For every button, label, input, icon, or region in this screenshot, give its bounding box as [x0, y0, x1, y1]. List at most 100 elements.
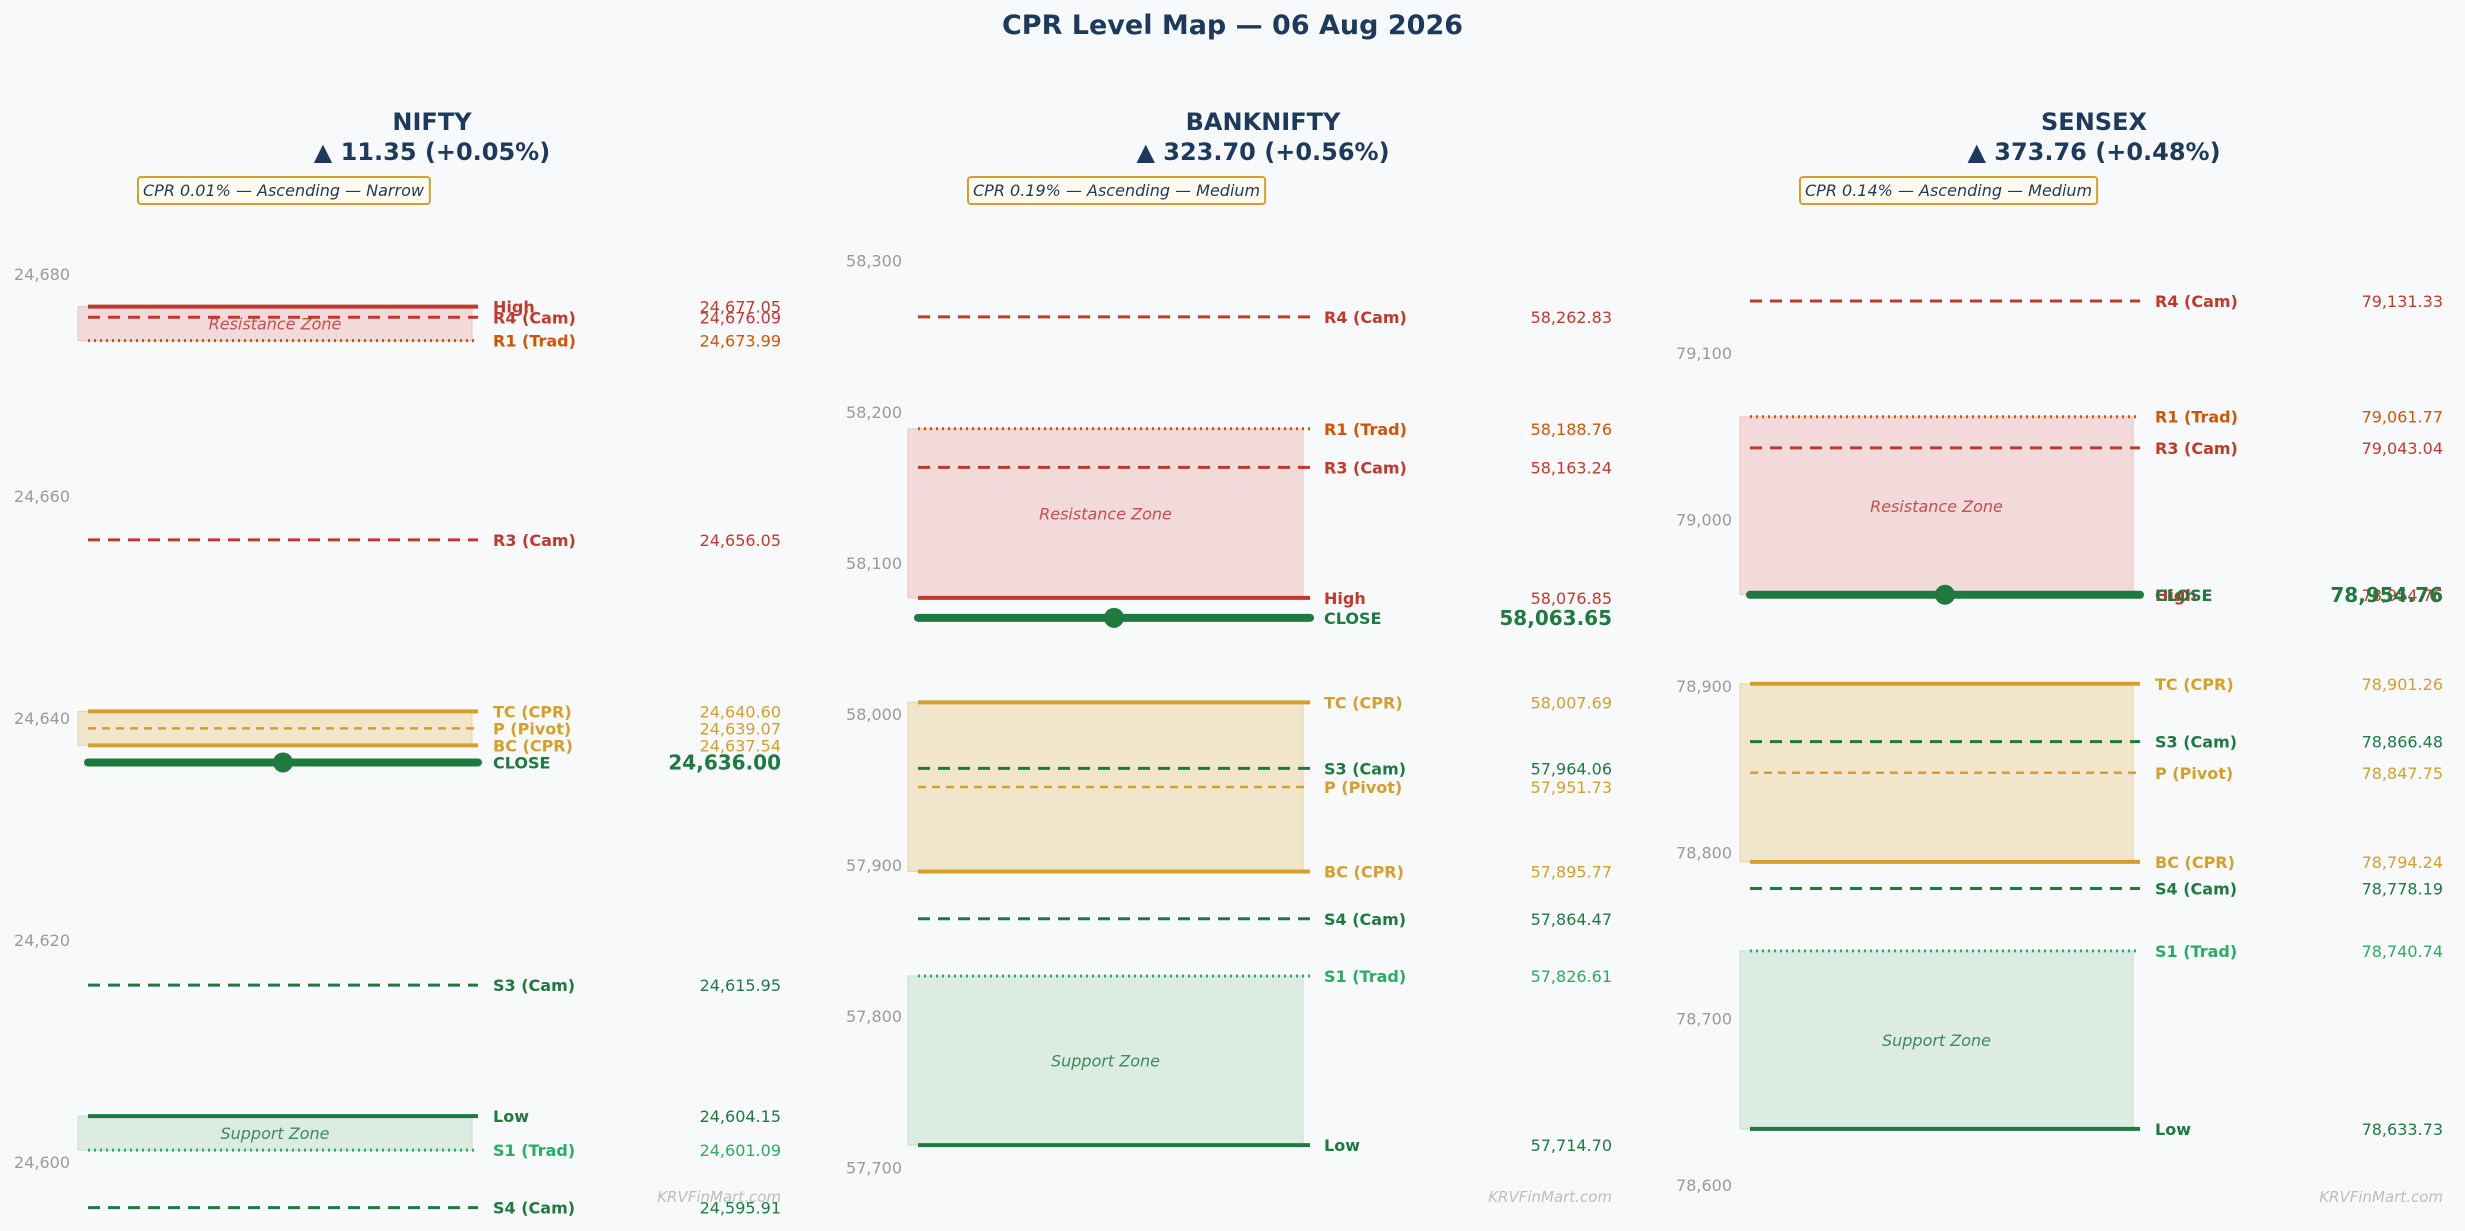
level-label-r4-cam: R4 (Cam) — [2155, 292, 2238, 311]
level-value-r1-trad: 58,188.76 — [1531, 420, 1612, 439]
y-tick-label: 79,000 — [1676, 511, 1732, 530]
panel-banknifty: BANKNIFTY▲ 323.70 (+0.56%) CPR 0.19% — As… — [846, 108, 1612, 1206]
watermark: KRVFinMart.com — [657, 1188, 781, 1206]
level-value-r4-cam: 24,676.09 — [700, 308, 781, 327]
level-value-s4-cam: 78,778.19 — [2362, 880, 2443, 899]
level-label-r3-cam: R3 (Cam) — [1324, 458, 1407, 477]
level-value-low: 78,633.73 — [2362, 1120, 2443, 1139]
level-label-high: High — [2155, 586, 2197, 605]
level-label-low: Low — [2155, 1120, 2191, 1139]
level-label-close: CLOSE — [493, 753, 550, 772]
zone-support — [1739, 950, 2134, 1130]
level-value-close: 78,954.76 — [2330, 583, 2443, 607]
panel-sensex: SENSEX▲ 373.76 (+0.48%) CPR 0.14% — Ascen… — [1676, 108, 2443, 1206]
level-value-bc-cpr: 78,794.24 — [2362, 853, 2443, 872]
y-tick-label: 78,700 — [1676, 1010, 1732, 1029]
level-value-high: 78,954.76 — [2362, 586, 2443, 605]
level-value-close: 24,636.00 — [668, 750, 781, 774]
zone-label: Resistance Zone — [1039, 504, 1172, 523]
zone-label: Support Zone — [1882, 1031, 1991, 1050]
level-label-low: Low — [1324, 1136, 1360, 1155]
level-value-tc-cpr: 78,901.26 — [2362, 675, 2443, 694]
panel-title: SENSEX — [2041, 108, 2147, 136]
y-tick-label: 79,100 — [1676, 344, 1732, 363]
y-tick-label: 24,680 — [14, 265, 70, 284]
level-label-s4-cam: S4 (Cam) — [2155, 880, 2237, 899]
panel-change: ▲ 323.70 (+0.56%) — [1136, 138, 1389, 166]
cpr-badge-box — [1799, 176, 2099, 205]
level-value-bc-cpr: 57,895.77 — [1531, 863, 1612, 882]
page-title: CPR Level Map — 06 Aug 2026 — [1001, 10, 1464, 41]
level-label-s1-trad: S1 (Trad) — [493, 1141, 575, 1160]
y-tick-label: 58,300 — [846, 252, 902, 271]
level-value-p-pivot: 57,951.73 — [1531, 778, 1612, 797]
panel-change: ▲ 373.76 (+0.48%) — [1967, 138, 2220, 166]
level-label-s3-cam: S3 (Cam) — [1324, 759, 1406, 778]
level-label-s1-trad: S1 (Trad) — [1324, 967, 1406, 986]
level-value-high: 24,677.05 — [700, 298, 781, 317]
level-value-high: 58,076.85 — [1531, 589, 1612, 608]
level-value-r3-cam: 58,163.24 — [1531, 458, 1612, 477]
level-value-close: 58,063.65 — [1499, 606, 1612, 630]
panel-change: ▲ 11.35 (+0.05%) — [314, 138, 550, 166]
level-value-p-pivot: 24,639.07 — [700, 719, 781, 738]
close-marker — [1104, 607, 1124, 628]
level-label-r4-cam: R4 (Cam) — [1324, 308, 1407, 327]
level-value-r3-cam: 24,656.05 — [700, 531, 781, 550]
level-label-high: High — [493, 298, 535, 317]
level-label-bc-cpr: BC (CPR) — [1324, 863, 1404, 882]
level-value-s1-trad: 57,826.61 — [1531, 967, 1612, 986]
level-label-s3-cam: S3 (Cam) — [493, 976, 575, 995]
panel-title: BANKNIFTY — [1186, 108, 1341, 136]
level-label-r4-cam: R4 (Cam) — [493, 308, 576, 327]
zone-label: Resistance Zone — [209, 315, 342, 334]
y-tick-label: 57,800 — [846, 1007, 902, 1026]
y-tick-label: 24,600 — [14, 1153, 70, 1172]
level-value-s3-cam: 57,964.06 — [1531, 759, 1612, 778]
level-value-s1-trad: 78,740.74 — [2362, 942, 2443, 961]
y-tick-label: 24,620 — [14, 931, 70, 950]
level-value-tc-cpr: 58,007.69 — [1531, 693, 1612, 712]
level-label-bc-cpr: BC (CPR) — [493, 736, 573, 755]
level-label-r3-cam: R3 (Cam) — [2155, 439, 2238, 458]
zone-label: Support Zone — [1051, 1052, 1160, 1071]
level-label-p-pivot: P (Pivot) — [493, 719, 571, 738]
watermark: KRVFinMart.com — [1488, 1188, 1612, 1206]
level-label-tc-cpr: TC (CPR) — [493, 702, 572, 721]
panel-title: NIFTY — [392, 108, 472, 136]
y-tick-label: 78,800 — [1676, 843, 1732, 862]
y-tick-label: 57,900 — [846, 856, 902, 875]
level-value-s4-cam: 24,595.91 — [700, 1199, 781, 1218]
close-marker — [273, 752, 293, 773]
cpr-badge: CPR 0.01% — Ascending — Narrow — [143, 181, 425, 200]
level-value-s1-trad: 24,601.09 — [700, 1141, 781, 1160]
zone-resistance — [907, 428, 1304, 599]
y-tick-label: 58,000 — [846, 705, 902, 724]
level-value-r4-cam: 58,262.83 — [1531, 308, 1612, 327]
y-tick-label: 57,700 — [846, 1158, 902, 1177]
level-label-tc-cpr: TC (CPR) — [2155, 675, 2234, 694]
level-value-low: 24,604.15 — [700, 1107, 781, 1126]
level-label-s3-cam: S3 (Cam) — [2155, 733, 2237, 752]
level-label-close: CLOSE — [1324, 609, 1381, 628]
y-tick-label: 58,100 — [846, 554, 902, 573]
level-label-r3-cam: R3 (Cam) — [493, 531, 576, 550]
cpr-badge: CPR 0.19% — Ascending — Medium — [973, 181, 1260, 200]
level-value-r1-trad: 24,673.99 — [700, 332, 781, 351]
level-value-s3-cam: 24,615.95 — [700, 976, 781, 995]
level-value-p-pivot: 78,847.75 — [2362, 764, 2443, 783]
level-label-low: Low — [493, 1107, 529, 1126]
level-label-close: CLOSE — [2155, 586, 2212, 605]
cpr-badge-box — [137, 176, 431, 205]
level-value-s4-cam: 57,864.47 — [1531, 910, 1612, 929]
cpr-badge-box — [967, 176, 1267, 205]
level-value-s3-cam: 78,866.48 — [2362, 733, 2443, 752]
level-value-bc-cpr: 24,637.54 — [700, 736, 781, 755]
y-tick-label: 24,660 — [14, 487, 70, 506]
y-tick-label: 78,900 — [1676, 677, 1732, 696]
level-label-p-pivot: P (Pivot) — [1324, 778, 1402, 797]
level-label-s1-trad: S1 (Trad) — [2155, 942, 2237, 961]
y-tick-label: 58,200 — [846, 403, 902, 422]
